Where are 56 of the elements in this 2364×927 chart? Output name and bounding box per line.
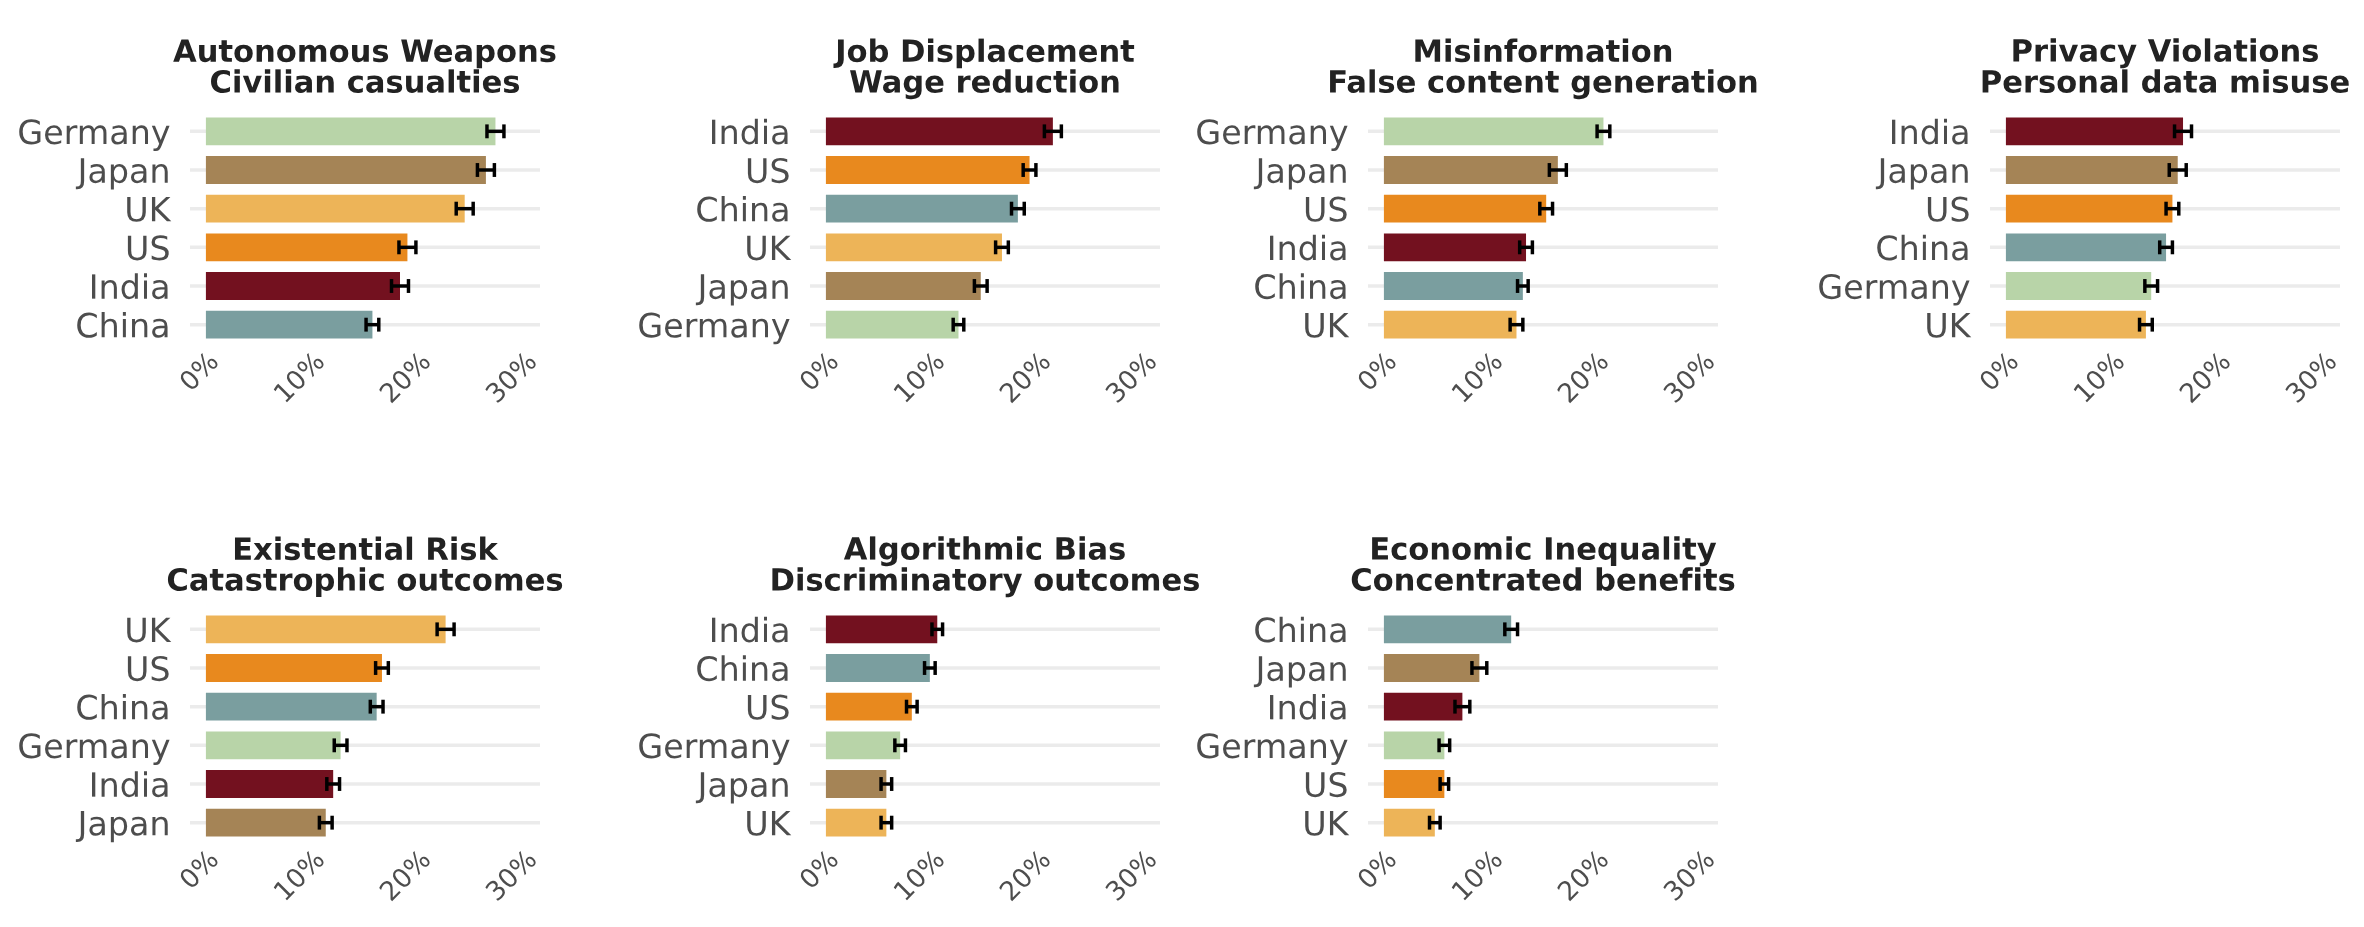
y-tick-label: China (77, 312, 168, 338)
y-tick-label: China (77, 694, 168, 720)
y-tick-label: US (747, 157, 789, 184)
y-tick-label: Germany (639, 312, 790, 345)
x-tick-label: 0% (177, 848, 220, 890)
y-tick-label: Japan (1253, 656, 1346, 688)
chart-title: Algorithmic Bias Discriminatory outcomes (772, 536, 1199, 598)
chart-title: Misinformation False content generation (1330, 38, 1757, 100)
y-tick-label: India (1270, 694, 1346, 720)
y-tick-label: China (697, 655, 788, 682)
y-tick-label: China (1255, 616, 1346, 643)
chart-title: Autonomous Weapons Civilian casualties (173, 39, 556, 93)
x-tick-label: 0% (1977, 350, 2020, 392)
y-tick-label: US (747, 694, 789, 720)
y-tick-label: Germany (1819, 273, 1970, 306)
y-tick-label: China (1877, 234, 1968, 261)
y-tick-label: Japan (1875, 158, 1968, 190)
y-tick-label: US (1927, 196, 1969, 222)
x-tick-label: 0% (797, 848, 840, 890)
y-tick-label: Japan (695, 772, 788, 804)
x-tick-label: 0% (177, 350, 220, 392)
y-tick-label: India (712, 616, 788, 643)
chart-title: Economic Inequality Concentrated benefits (1351, 536, 1735, 591)
y-tick-label: UK (1305, 811, 1350, 836)
y-tick-label: Japan (1253, 158, 1346, 190)
y-tick-label: Germany (1197, 733, 1348, 765)
y-tick-label: India (712, 118, 788, 145)
x-tick-label: 0% (797, 350, 840, 392)
y-tick-label: US (127, 235, 169, 261)
chart-title: Existential Risk Catastrophic outcomes (167, 536, 563, 597)
y-tick-label: India (1892, 118, 1968, 145)
y-tick-label: India (92, 273, 168, 300)
y-tick-label: Japan (75, 811, 168, 843)
y-tick-label: UK (127, 197, 172, 222)
y-tick-label: UK (127, 617, 172, 643)
y-tick-label: UK (1927, 313, 1972, 338)
y-tick-label: UK (747, 235, 792, 261)
y-tick-label: US (1305, 196, 1347, 222)
y-tick-label: Japan (695, 274, 788, 306)
x-tick-label: 0% (1355, 350, 1398, 392)
chart-title: Privacy Violations Personal data misuse (1982, 38, 2349, 93)
y-tick-label: US (127, 655, 169, 682)
y-tick-label: Germany (639, 733, 790, 765)
y-tick-label: Japan (75, 158, 168, 190)
y-tick-label: Germany (1197, 119, 1348, 151)
y-tick-label: India (92, 771, 168, 798)
y-tick-label: Germany (19, 733, 170, 765)
y-tick-label: Germany (19, 119, 170, 151)
y-tick-label: China (1255, 273, 1346, 300)
chart-title: Job Displacement Wage reduction (833, 38, 1135, 100)
y-tick-label: India (1270, 234, 1346, 261)
y-tick-label: UK (747, 811, 792, 836)
x-tick-label: 0% (1355, 848, 1398, 890)
y-tick-label: China (697, 196, 788, 222)
y-tick-label: UK (1305, 313, 1350, 338)
y-tick-label: US (1305, 771, 1347, 798)
